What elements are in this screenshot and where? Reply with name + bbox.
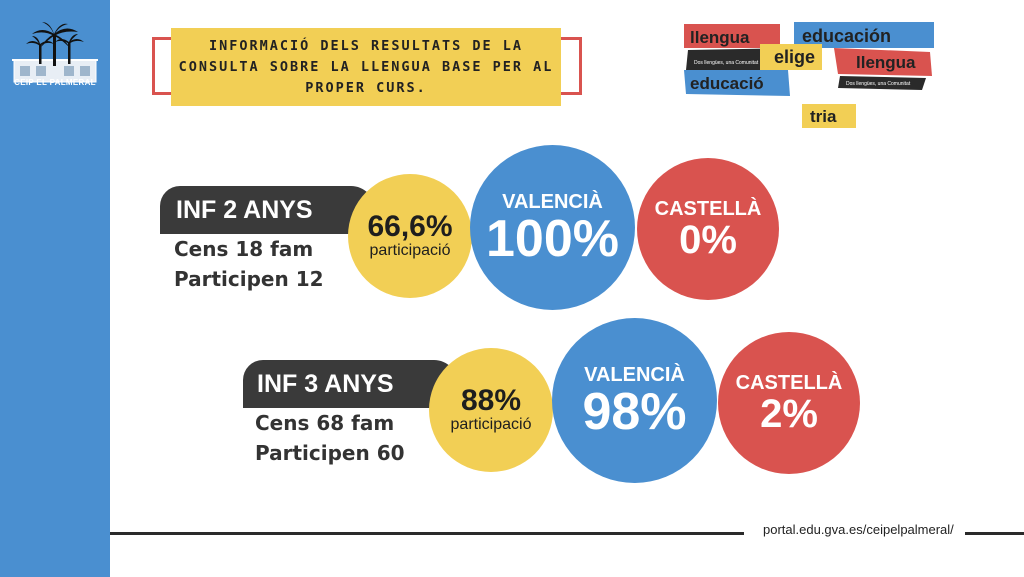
valencia-label: VALENCIÀ: [502, 190, 603, 213]
participants-count: Participen 60: [255, 441, 405, 465]
group-label-inf2: INF 2 ANYS: [160, 186, 375, 234]
banner-word-5: educació: [690, 74, 764, 93]
title-frame-right: [570, 37, 582, 95]
school-logo: [12, 22, 98, 83]
footer-divider-left: [110, 532, 744, 535]
valencia-value: 98%: [582, 382, 687, 441]
school-name: CEIP EL PALMERAL: [14, 78, 96, 87]
banner-tagline-1: Dos llengües, una Comunitat: [694, 60, 759, 66]
census-info-inf2: Cens 18 fam Participen 12: [174, 234, 324, 294]
participation-circle-inf2: 66,6% participació: [348, 174, 472, 298]
sidebar: CEIP EL PALMERAL: [0, 0, 110, 577]
valencia-value: 100%: [486, 209, 619, 268]
banner-word-4: llengua: [856, 53, 916, 72]
census-count: Cens 18 fam: [174, 237, 314, 261]
participants-count: Participen 12: [174, 267, 324, 291]
banner-word-3: elige: [774, 47, 815, 67]
castella-label: CASTELLÀ: [735, 372, 843, 394]
census-info-inf3: Cens 68 fam Participen 60: [255, 408, 405, 468]
census-count: Cens 68 fam: [255, 411, 395, 435]
language-campaign-banner: llengua educación Dos llengües, una Comu…: [684, 22, 934, 128]
footer-url-link[interactable]: portal.edu.gva.es/ceipelpalmeral/: [763, 522, 954, 537]
castella-label: CASTELLÀ: [654, 198, 762, 220]
title-box: INFORMACIÓ DELS RESULTATS DE LA CONSULTA…: [171, 28, 561, 106]
page-title: INFORMACIÓ DELS RESULTATS DE LA CONSULTA…: [178, 37, 554, 96]
castella-value: 0%: [679, 218, 737, 262]
valencia-label: VALENCIÀ: [584, 363, 685, 386]
participation-label: participació: [450, 416, 532, 434]
castella-circle-inf3: CASTELLÀ 2%: [718, 332, 860, 474]
banner-word-6: tria: [810, 107, 837, 126]
participation-label: participació: [369, 242, 451, 260]
participation-circle-inf3: 88% participació: [429, 348, 553, 472]
castella-circle-inf2: CASTELLÀ 0%: [637, 158, 779, 300]
valencia-circle-inf2: VALENCIÀ 100%: [470, 145, 635, 310]
participation-value: 88%: [460, 384, 522, 418]
banner-tagline-2: Dos llengües, una Comunitat: [846, 81, 911, 87]
castella-value: 2%: [760, 392, 818, 436]
valencia-circle-inf3: VALENCIÀ 98%: [552, 318, 717, 483]
banner-word-2: educación: [802, 26, 891, 46]
footer-divider-right: [965, 532, 1024, 535]
banner-word-1: llengua: [690, 28, 750, 47]
participation-value: 66,6%: [367, 210, 453, 244]
group-label-inf3: INF 3 ANYS: [243, 360, 458, 408]
